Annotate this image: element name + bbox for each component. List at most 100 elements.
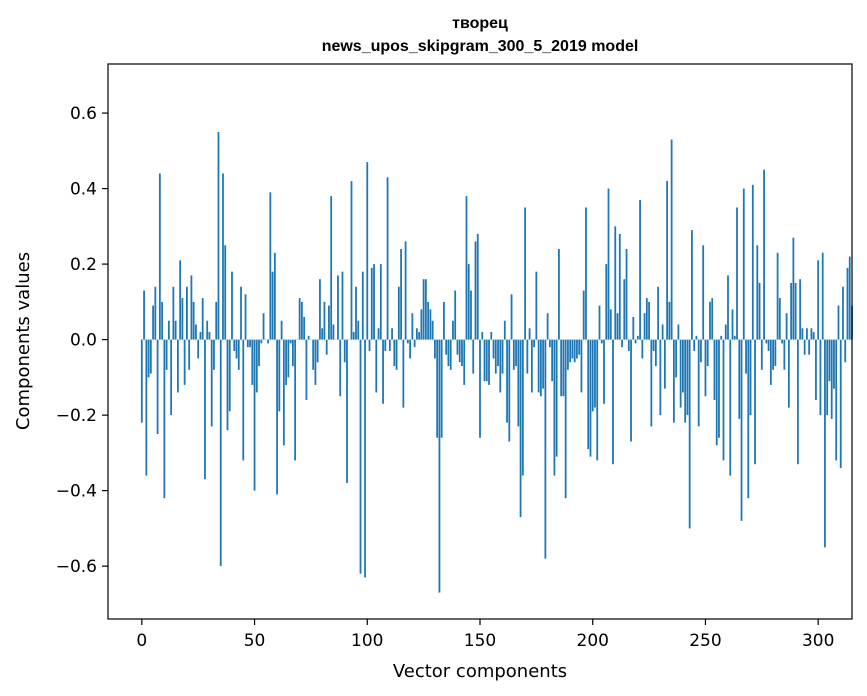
bar: [603, 339, 605, 404]
bar: [781, 339, 784, 344]
bar: [785, 313, 788, 340]
bar: [163, 339, 166, 499]
bar: [352, 332, 355, 340]
bar: [375, 339, 378, 393]
bar: [713, 339, 716, 401]
bar: [368, 339, 371, 351]
x-tick-label: 250: [689, 631, 721, 651]
bar: [287, 339, 290, 378]
bar: [580, 339, 583, 393]
bar: [517, 339, 520, 427]
y-tick-label: 0.2: [70, 255, 97, 275]
bar: [623, 279, 626, 340]
bar: [481, 332, 484, 340]
bar: [704, 339, 707, 397]
bar: [388, 339, 391, 351]
bar: [774, 339, 777, 367]
bar: [562, 339, 565, 397]
bar: [384, 339, 387, 351]
bar: [476, 233, 479, 340]
y-tick-label: 0.6: [70, 104, 97, 124]
bar: [452, 320, 454, 340]
bar: [650, 339, 653, 427]
bar: [521, 339, 524, 476]
bar: [154, 286, 157, 340]
bar: [839, 339, 842, 468]
bar: [213, 339, 215, 370]
bars-group: [140, 131, 853, 593]
bar: [467, 264, 470, 340]
bar: [262, 313, 265, 340]
bar: [567, 339, 569, 370]
bar: [210, 339, 213, 427]
bar: [591, 339, 594, 412]
bar: [722, 339, 725, 461]
bar: [758, 282, 761, 340]
bar: [756, 245, 759, 340]
bar: [754, 339, 756, 465]
bar: [695, 335, 698, 340]
bar: [668, 301, 671, 340]
bar: [569, 339, 572, 363]
bar: [438, 339, 441, 593]
bar: [715, 339, 718, 446]
bar: [639, 199, 641, 340]
bar: [810, 328, 813, 340]
bar: [267, 339, 269, 344]
bar: [393, 339, 396, 367]
bar: [195, 324, 197, 340]
bar: [325, 339, 328, 355]
bar: [652, 339, 655, 351]
bar: [463, 339, 466, 385]
x-tick-label: 150: [464, 631, 496, 651]
bar: [483, 339, 486, 382]
bar: [524, 207, 526, 340]
bar: [312, 339, 315, 370]
bar: [188, 339, 191, 370]
bar: [718, 339, 720, 438]
bar: [359, 339, 362, 574]
bar: [197, 339, 200, 359]
bar: [404, 241, 407, 340]
bar: [672, 339, 675, 423]
bar: [370, 267, 373, 340]
bar: [828, 339, 831, 382]
bar: [497, 339, 499, 367]
bar: [161, 301, 164, 340]
bar: [377, 328, 380, 340]
bar: [666, 181, 669, 340]
bar: [167, 320, 170, 340]
bar: [819, 339, 822, 416]
bar: [632, 316, 635, 340]
bar: [760, 339, 763, 370]
bar: [186, 286, 188, 340]
bar: [686, 339, 689, 416]
bar: [440, 339, 443, 438]
bar: [321, 328, 324, 340]
bar: [391, 328, 393, 340]
bar: [663, 339, 666, 389]
bar: [447, 339, 450, 367]
bar: [328, 305, 330, 340]
bar: [654, 339, 657, 367]
bar: [289, 339, 292, 344]
bar: [729, 339, 732, 476]
bar: [605, 264, 608, 340]
bar: [276, 339, 278, 495]
bar: [176, 339, 179, 393]
bar: [158, 173, 161, 340]
bar: [499, 339, 502, 393]
bar: [824, 339, 826, 548]
bar: [835, 339, 838, 461]
bar: [657, 286, 660, 340]
bar: [736, 207, 738, 340]
bar: [490, 332, 493, 340]
bar: [343, 339, 346, 363]
bar: [846, 267, 849, 340]
bar: [291, 339, 294, 367]
bar: [165, 339, 168, 370]
bar: [697, 339, 700, 427]
bar: [682, 339, 684, 393]
bar: [337, 275, 339, 340]
bar: [300, 301, 303, 340]
